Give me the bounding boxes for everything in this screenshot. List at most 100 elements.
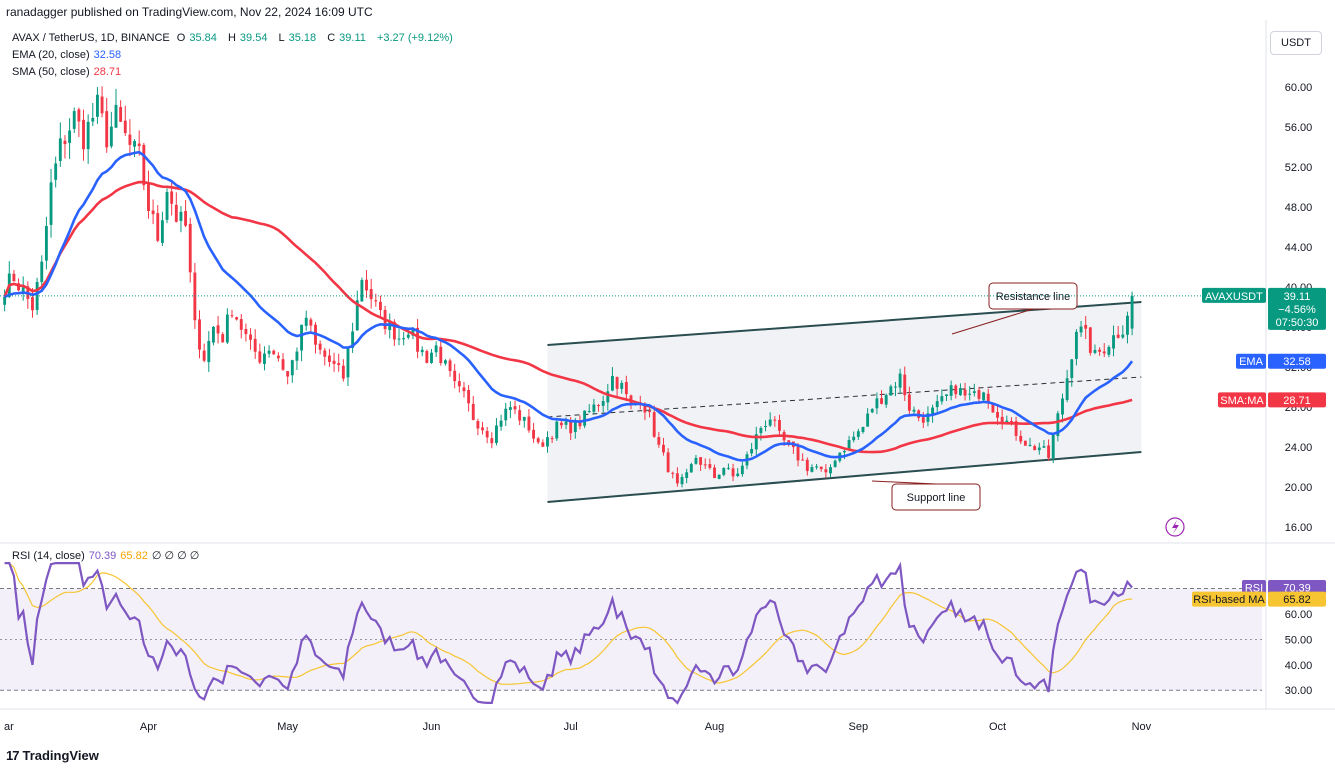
candle-body [211, 326, 215, 343]
candle-body [225, 314, 229, 343]
candle-body [58, 138, 62, 161]
candle-body [165, 192, 169, 220]
candle-body [434, 345, 438, 353]
candle-body [1061, 398, 1064, 415]
candle-body [193, 272, 197, 321]
candle-body [1112, 335, 1115, 349]
currency-button[interactable]: USDT [1270, 31, 1322, 55]
ema-badge-tag [1236, 353, 1266, 369]
candle-body [884, 394, 888, 405]
candle-body [267, 350, 271, 354]
candle-body [119, 107, 123, 122]
rsi-badge-tag [1242, 580, 1266, 596]
candle-body [147, 184, 150, 211]
candle-body [513, 406, 517, 410]
candle-body [532, 429, 536, 439]
candle-body [323, 350, 327, 357]
candle-body [300, 324, 304, 351]
candle-body [309, 319, 313, 326]
candle-body [105, 111, 109, 148]
candle-body [921, 417, 925, 423]
candle-body [796, 446, 800, 461]
axes: 16.0020.0024.0028.0032.0036.0040.0044.00… [4, 42, 1312, 733]
resistance-label: Resistance line [996, 291, 1071, 303]
candle-body [685, 472, 689, 478]
candle-body [1093, 349, 1097, 353]
candle-body [221, 334, 225, 343]
ema-line [4, 150, 1134, 462]
candle-body [991, 403, 995, 413]
candle-body [550, 438, 554, 440]
month-label: Sep [849, 721, 869, 733]
rsi-badge-value-box [1268, 580, 1326, 596]
candle-body [253, 338, 257, 352]
tradingview-logo[interactable]: 17 TradingView [6, 748, 99, 763]
candle-body [1121, 334, 1125, 338]
candle-body [958, 388, 962, 396]
price-tick-label: 44.00 [1285, 242, 1313, 254]
candle-body [606, 391, 610, 403]
candle-body [852, 436, 856, 441]
rsi-legend-extra: ∅ ∅ ∅ ∅ [151, 550, 200, 562]
ema-legend[interactable]: EMA (20, close) 32.58 [12, 49, 122, 61]
candle-body [1116, 334, 1120, 338]
candle-body [365, 279, 368, 291]
candle-body [898, 373, 902, 388]
candle-body [666, 452, 670, 473]
symbol-name[interactable]: AVAX / TetherUS, 1D, BINANCE [12, 32, 170, 44]
candle-body [866, 413, 870, 427]
symbol-legend[interactable]: AVAX / TetherUS, 1D, BINANCE O 35.84 H 39.… [12, 32, 453, 44]
sma-badge-tag-text: SMA:MA [1220, 395, 1264, 407]
candle-body [137, 143, 141, 147]
rsi-tick-label: 40.00 [1285, 660, 1313, 672]
candle-body [569, 421, 573, 434]
rsi-ma-value-box [1268, 591, 1326, 607]
candle-body [508, 407, 512, 410]
candle-body [713, 467, 716, 479]
candle-body [1070, 359, 1074, 378]
rsi-legend[interactable]: RSI (14, close) 70.39 65.82 ∅ ∅ ∅ ∅ [12, 550, 200, 562]
candle-body [411, 328, 415, 336]
candle-body [982, 392, 986, 401]
candle-body [968, 393, 972, 395]
candle-body [652, 412, 656, 437]
candle-body [114, 104, 118, 128]
candle-body [3, 296, 7, 305]
month-label: Apr [140, 721, 157, 733]
sma-legend[interactable]: SMA (50, close) 28.71 [12, 66, 122, 78]
candle-body [689, 464, 693, 473]
candle-body [244, 329, 248, 335]
candle-body [1010, 420, 1013, 422]
bar-countdown: 07:50:30 [1276, 317, 1319, 329]
candle-body [406, 334, 410, 338]
candle-body [703, 464, 707, 466]
candle-body [179, 211, 183, 221]
candle-body [699, 457, 703, 465]
candle-body [239, 319, 243, 330]
candle-body [476, 421, 480, 429]
price-badges: AVAXUSDT 39.11−4.56%07:50:30 EMA 32.58 SMA:M… [0, 287, 1326, 607]
candle-body [931, 407, 935, 415]
candle-body [21, 287, 25, 292]
candle-body [996, 411, 999, 418]
candle-body [392, 321, 396, 340]
candle-body [1047, 445, 1051, 458]
close-value: 39.11 [339, 32, 366, 44]
rsi-ma-legend-value: 65.82 [120, 550, 148, 562]
candle-body [778, 420, 781, 431]
sma-line [3, 180, 1133, 454]
candle-body [216, 325, 220, 334]
month-label: Aug [705, 721, 725, 733]
candle-body [736, 473, 740, 476]
sma-badge-value: 28.71 [1283, 395, 1311, 407]
candle-body [870, 408, 874, 413]
candle-body [546, 437, 549, 447]
change-value: +3.27 (+9.12%) [376, 32, 453, 44]
candle-body [1130, 295, 1134, 329]
last-price: 39.11 [1284, 291, 1311, 303]
ema-badge-value: 32.58 [1283, 356, 1311, 368]
candle-body [77, 109, 81, 122]
candle-body [1074, 331, 1078, 359]
candle-body [694, 457, 698, 464]
